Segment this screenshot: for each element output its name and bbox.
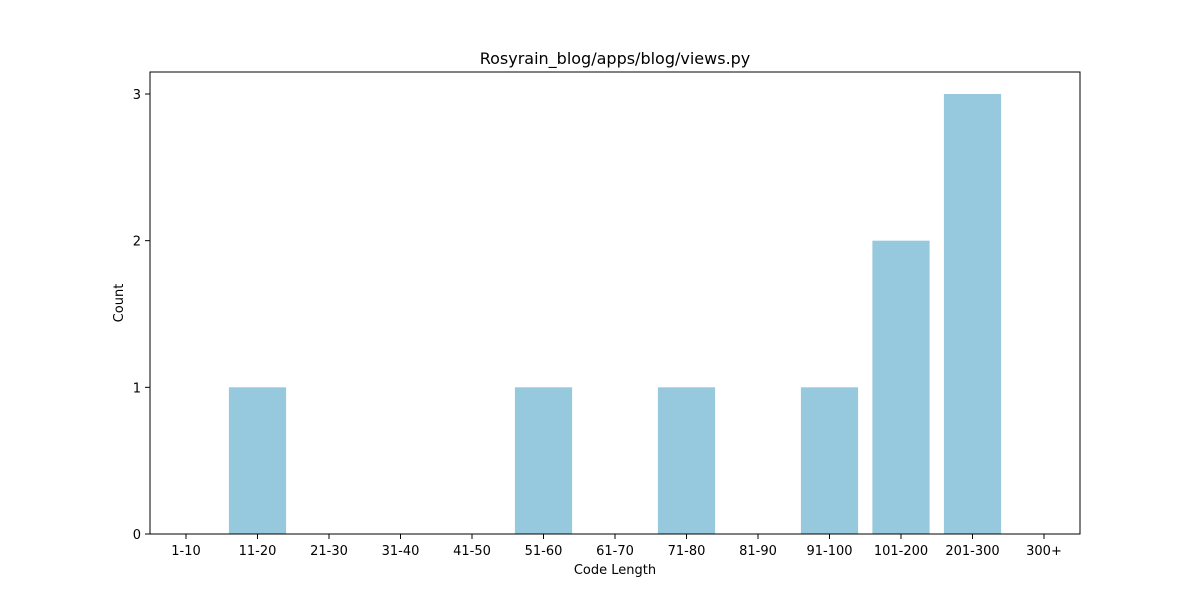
bar-91-100 [800, 387, 859, 534]
x-tick-label: 51-60 [525, 544, 563, 559]
y-tick-label: 0 [133, 528, 141, 543]
y-tick-label: 1 [133, 381, 141, 396]
x-tick-label: 21-30 [310, 544, 348, 559]
y-tick-label: 2 [133, 235, 141, 250]
x-axis-label: Code Length [574, 563, 656, 578]
bar-201-300 [943, 94, 1002, 534]
x-tick-label: 71-80 [668, 544, 706, 559]
x-tick-label: 101-200 [874, 544, 928, 559]
plot-frame [149, 71, 1081, 535]
x-tick-label: 91-100 [806, 544, 852, 559]
y-tick-label: 3 [133, 88, 141, 103]
bars-layer [228, 94, 1002, 534]
x-tick-label: 300+ [1026, 544, 1062, 559]
x-tick-label: 11-20 [239, 544, 277, 559]
x-tick-label: 81-90 [739, 544, 777, 559]
y-axis-label: Count [112, 284, 127, 323]
x-tick-label: 1-10 [171, 544, 201, 559]
bar-51-60 [514, 387, 573, 534]
x-tick-label: 41-50 [453, 544, 491, 559]
x-tick-label: 61-70 [596, 544, 634, 559]
bar-11-20 [228, 387, 287, 534]
bar-101-200 [872, 240, 930, 534]
x-tick-label: 31-40 [382, 544, 420, 559]
bar-71-80 [657, 387, 716, 534]
chart-title: Rosyrain_blog/apps/blog/views.py [480, 49, 751, 69]
x-axis: 1-10 11-20 21-30 31-40 41-50 51-60 61-70 71-80 8… [171, 534, 1062, 559]
y-axis: 0 1 2 3 [133, 88, 150, 543]
x-tick-label: 201-300 [945, 544, 999, 559]
